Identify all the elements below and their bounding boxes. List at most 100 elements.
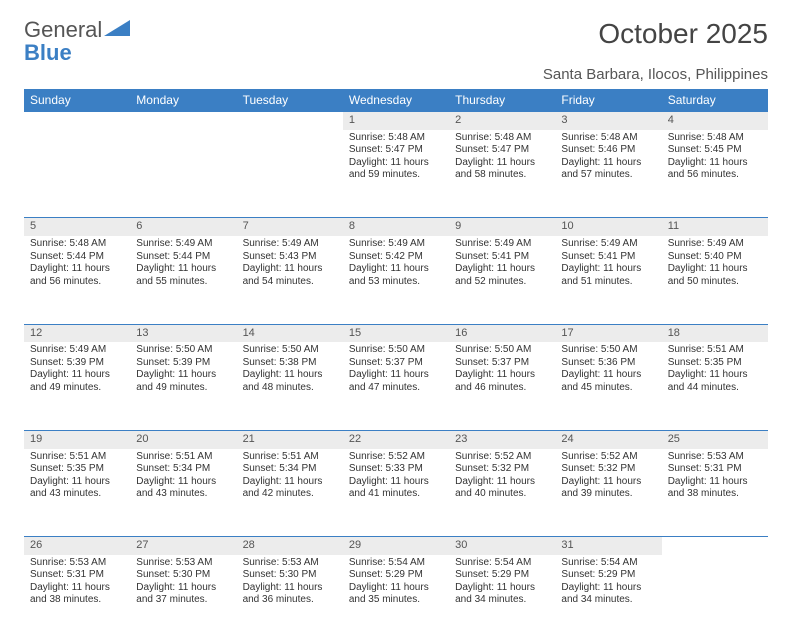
day-info-cell: Sunrise: 5:52 AMSunset: 5:33 PMDaylight:… xyxy=(343,449,449,537)
day-info-cell: Sunrise: 5:51 AMSunset: 5:34 PMDaylight:… xyxy=(130,449,236,537)
sunrise-line: Sunrise: 5:49 AM xyxy=(243,238,337,251)
sunrise-line: Sunrise: 5:49 AM xyxy=(561,238,655,251)
day-info-cell: Sunrise: 5:53 AMSunset: 5:30 PMDaylight:… xyxy=(237,555,343,643)
daylight-line: Daylight: 11 hours and 45 minutes. xyxy=(561,369,655,394)
daylight-line: Daylight: 11 hours and 55 minutes. xyxy=(136,263,230,288)
day-number-cell: 5 xyxy=(24,218,130,236)
day-number-cell: 11 xyxy=(662,218,768,236)
sunrise-line: Sunrise: 5:50 AM xyxy=(561,344,655,357)
sunset-line: Sunset: 5:43 PM xyxy=(243,251,337,264)
calendar-table: SundayMondayTuesdayWednesdayThursdayFrid… xyxy=(24,89,768,643)
daylight-line: Daylight: 11 hours and 46 minutes. xyxy=(455,369,549,394)
day-number-cell: 21 xyxy=(237,430,343,448)
sunset-line: Sunset: 5:41 PM xyxy=(455,251,549,264)
location-subtitle: Santa Barbara, Ilocos, Philippines xyxy=(24,66,768,83)
day-number-cell: 14 xyxy=(237,324,343,342)
sunrise-line: Sunrise: 5:48 AM xyxy=(561,132,655,145)
day-info-cell: Sunrise: 5:54 AMSunset: 5:29 PMDaylight:… xyxy=(449,555,555,643)
sunset-line: Sunset: 5:32 PM xyxy=(455,463,549,476)
daylight-line: Daylight: 11 hours and 49 minutes. xyxy=(30,369,124,394)
day-info-cell: Sunrise: 5:51 AMSunset: 5:34 PMDaylight:… xyxy=(237,449,343,537)
day-number-cell: 8 xyxy=(343,218,449,236)
sunset-line: Sunset: 5:42 PM xyxy=(349,251,443,264)
daylight-line: Daylight: 11 hours and 47 minutes. xyxy=(349,369,443,394)
daylight-line: Daylight: 11 hours and 44 minutes. xyxy=(668,369,762,394)
daylight-line: Daylight: 11 hours and 50 minutes. xyxy=(668,263,762,288)
sunset-line: Sunset: 5:29 PM xyxy=(455,569,549,582)
logo-triangle-icon xyxy=(104,18,130,43)
daynum-row: 19202122232425 xyxy=(24,430,768,448)
daylight-line: Daylight: 11 hours and 36 minutes. xyxy=(243,582,337,607)
day-info-cell xyxy=(237,130,343,218)
day-info-cell: Sunrise: 5:53 AMSunset: 5:30 PMDaylight:… xyxy=(130,555,236,643)
page-title: October 2025 xyxy=(598,18,768,50)
sunrise-line: Sunrise: 5:54 AM xyxy=(561,557,655,570)
daylight-line: Daylight: 11 hours and 48 minutes. xyxy=(243,369,337,394)
day-header: Monday xyxy=(130,89,236,112)
sunrise-line: Sunrise: 5:54 AM xyxy=(349,557,443,570)
sunrise-line: Sunrise: 5:51 AM xyxy=(136,451,230,464)
day-number-cell: 28 xyxy=(237,537,343,555)
day-number-cell: 29 xyxy=(343,537,449,555)
sunrise-line: Sunrise: 5:54 AM xyxy=(455,557,549,570)
calendar-body: 1234Sunrise: 5:48 AMSunset: 5:47 PMDayli… xyxy=(24,112,768,643)
sunrise-line: Sunrise: 5:53 AM xyxy=(30,557,124,570)
logo-text-block: General Blue xyxy=(24,18,102,64)
day-info-cell: Sunrise: 5:49 AMSunset: 5:43 PMDaylight:… xyxy=(237,236,343,324)
day-number-cell: 30 xyxy=(449,537,555,555)
day-header: Wednesday xyxy=(343,89,449,112)
sunset-line: Sunset: 5:37 PM xyxy=(349,357,443,370)
daylight-line: Daylight: 11 hours and 57 minutes. xyxy=(561,157,655,182)
info-row: Sunrise: 5:48 AMSunset: 5:44 PMDaylight:… xyxy=(24,236,768,324)
logo: General Blue xyxy=(24,18,130,64)
day-number-cell: 25 xyxy=(662,430,768,448)
daylight-line: Daylight: 11 hours and 52 minutes. xyxy=(455,263,549,288)
daylight-line: Daylight: 11 hours and 56 minutes. xyxy=(668,157,762,182)
day-info-cell: Sunrise: 5:54 AMSunset: 5:29 PMDaylight:… xyxy=(555,555,661,643)
day-info-cell: Sunrise: 5:49 AMSunset: 5:41 PMDaylight:… xyxy=(555,236,661,324)
sunset-line: Sunset: 5:31 PM xyxy=(30,569,124,582)
day-number-cell: 24 xyxy=(555,430,661,448)
daylight-line: Daylight: 11 hours and 53 minutes. xyxy=(349,263,443,288)
sunrise-line: Sunrise: 5:52 AM xyxy=(561,451,655,464)
sunset-line: Sunset: 5:40 PM xyxy=(668,251,762,264)
day-info-cell: Sunrise: 5:52 AMSunset: 5:32 PMDaylight:… xyxy=(449,449,555,537)
daylight-line: Daylight: 11 hours and 54 minutes. xyxy=(243,263,337,288)
sunset-line: Sunset: 5:29 PM xyxy=(561,569,655,582)
daylight-line: Daylight: 11 hours and 38 minutes. xyxy=(30,582,124,607)
sunrise-line: Sunrise: 5:53 AM xyxy=(243,557,337,570)
day-info-cell xyxy=(24,130,130,218)
sunset-line: Sunset: 5:47 PM xyxy=(349,144,443,157)
daylight-line: Daylight: 11 hours and 35 minutes. xyxy=(349,582,443,607)
day-number-cell: 3 xyxy=(555,112,661,130)
daylight-line: Daylight: 11 hours and 41 minutes. xyxy=(349,476,443,501)
sunrise-line: Sunrise: 5:51 AM xyxy=(668,344,762,357)
sunrise-line: Sunrise: 5:50 AM xyxy=(243,344,337,357)
sunrise-line: Sunrise: 5:48 AM xyxy=(455,132,549,145)
daylight-line: Daylight: 11 hours and 51 minutes. xyxy=(561,263,655,288)
daylight-line: Daylight: 11 hours and 58 minutes. xyxy=(455,157,549,182)
sunset-line: Sunset: 5:31 PM xyxy=(668,463,762,476)
sunrise-line: Sunrise: 5:49 AM xyxy=(349,238,443,251)
sunset-line: Sunset: 5:37 PM xyxy=(455,357,549,370)
sunrise-line: Sunrise: 5:52 AM xyxy=(349,451,443,464)
sunset-line: Sunset: 5:45 PM xyxy=(668,144,762,157)
day-number-cell: 20 xyxy=(130,430,236,448)
sunrise-line: Sunrise: 5:50 AM xyxy=(455,344,549,357)
day-number-cell xyxy=(24,112,130,130)
sunset-line: Sunset: 5:36 PM xyxy=(561,357,655,370)
day-number-cell xyxy=(237,112,343,130)
day-number-cell xyxy=(662,537,768,555)
daylight-line: Daylight: 11 hours and 34 minutes. xyxy=(455,582,549,607)
day-number-cell: 18 xyxy=(662,324,768,342)
day-info-cell: Sunrise: 5:49 AMSunset: 5:40 PMDaylight:… xyxy=(662,236,768,324)
day-number-cell: 22 xyxy=(343,430,449,448)
sunrise-line: Sunrise: 5:49 AM xyxy=(668,238,762,251)
sunset-line: Sunset: 5:34 PM xyxy=(243,463,337,476)
day-number-cell: 4 xyxy=(662,112,768,130)
sunset-line: Sunset: 5:35 PM xyxy=(668,357,762,370)
calendar-head: SundayMondayTuesdayWednesdayThursdayFrid… xyxy=(24,89,768,112)
day-number-cell: 7 xyxy=(237,218,343,236)
sunset-line: Sunset: 5:39 PM xyxy=(136,357,230,370)
sunrise-line: Sunrise: 5:53 AM xyxy=(136,557,230,570)
